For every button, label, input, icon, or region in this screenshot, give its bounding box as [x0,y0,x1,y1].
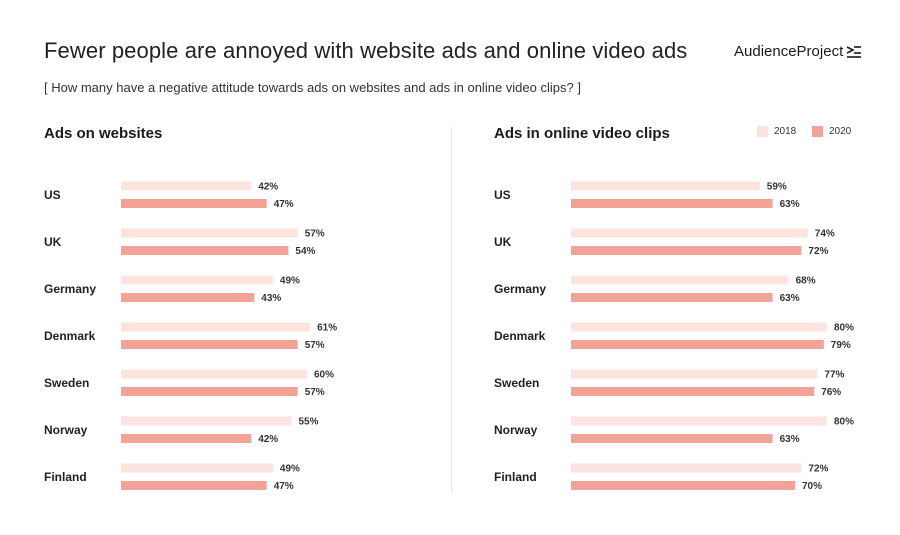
bar-2018 [121,463,273,473]
panel-divider [451,127,452,492]
logo-text: AudienceProject [734,43,844,60]
bar-2018 [571,228,808,238]
category-label: UK [44,235,62,249]
bar-2020 [121,340,298,349]
category-label: Germany [494,282,546,296]
bar-2020 [571,387,815,396]
data-label-2018: 80% [834,417,854,428]
bar-2018 [121,275,273,285]
data-label-2020: 43% [261,293,281,304]
legend-item-2020: 2020 [812,126,851,137]
data-label-2018: 57% [305,229,325,240]
category-label: Sweden [494,376,539,390]
category-label: US [44,188,61,202]
data-label-2020: 63% [780,434,800,445]
bar-2020 [121,434,252,443]
data-label-2020: 63% [780,293,800,304]
bar-2018 [571,416,827,426]
bar-2018 [571,463,802,473]
bar-2020 [121,387,298,396]
data-label-2020: 47% [274,481,294,492]
logo-mark-icon [846,45,862,58]
data-label-2020: 70% [802,481,822,492]
legend-swatch-2018 [757,126,768,137]
category-label: Denmark [494,329,546,343]
data-label-2020: 57% [305,340,325,351]
bar-2018 [571,181,760,191]
data-label-2018: 80% [834,323,854,334]
data-label-2020: 72% [808,246,828,257]
data-label-2018: 59% [767,182,787,193]
bar-2020 [121,246,289,255]
bar-2020 [571,293,773,302]
bar-2018 [121,228,298,238]
category-label: Norway [44,423,88,437]
category-label: Denmark [44,329,96,343]
data-label-2018: 68% [796,276,816,287]
data-label-2020: 63% [780,199,800,210]
bar-2018 [571,275,789,285]
category-label: UK [494,235,512,249]
category-label: Sweden [44,376,89,390]
legend-label-2020: 2020 [829,126,852,137]
bar-2018 [121,181,252,191]
bar-2020 [571,246,802,255]
data-label-2018: 42% [258,182,278,193]
chart-subtitle: [ How many have a negative attitude towa… [44,80,581,95]
bar-2020 [571,434,773,443]
data-label-2018: 55% [299,417,319,428]
bar-2018 [121,369,307,379]
data-label-2020: 42% [258,434,278,445]
panel-title-1: Ads on websites [44,125,162,142]
data-label-2020: 57% [305,387,325,398]
data-label-2020: 79% [831,340,851,351]
category-label: Germany [44,282,96,296]
bar-2020 [571,481,795,490]
bar-2018 [121,416,292,426]
legend-label-2018: 2018 [774,126,797,137]
panel-title-2: Ads in online video clips [494,125,670,142]
bar-2020 [121,199,267,208]
data-label-2018: 77% [824,370,844,381]
bar-2020 [571,199,773,208]
data-label-2018: 60% [314,370,334,381]
data-label-2018: 49% [280,464,300,475]
bar-2020 [121,293,255,302]
data-label-2018: 61% [317,323,337,334]
data-label-2018: 49% [280,276,300,287]
category-label: Norway [494,423,538,437]
data-label-2018: 74% [815,229,835,240]
data-label-2018: 72% [808,464,828,475]
bar-2020 [121,481,267,490]
data-label-2020: 54% [295,246,315,257]
bar-2018 [571,322,827,332]
bar-2018 [571,369,818,379]
data-label-2020: 76% [821,387,841,398]
category-label: Finland [494,470,537,484]
data-label-2020: 47% [274,199,294,210]
legend-item-2018: 2018 [757,126,796,137]
category-label: US [494,188,511,202]
bar-2020 [571,340,824,349]
chart-title: Fewer people are annoyed with website ad… [44,38,688,63]
legend-swatch-2020 [812,126,823,137]
bar-2018 [121,322,311,332]
audienceproject-logo: AudienceProject [734,43,862,60]
category-label: Finland [44,470,87,484]
